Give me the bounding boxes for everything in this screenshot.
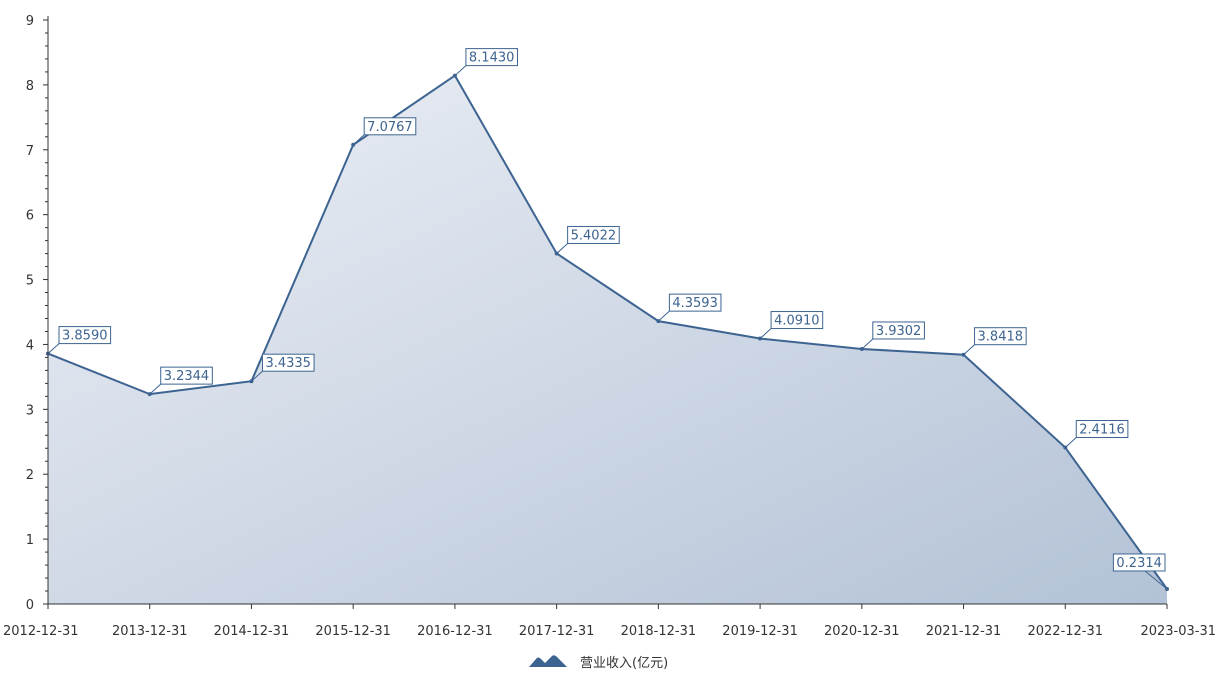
data-label-box	[872, 321, 925, 340]
y-tick-label: 1	[26, 533, 34, 548]
y-tick-label: 7	[26, 144, 34, 159]
data-label: 4.0910	[774, 314, 820, 329]
data-label-box	[261, 353, 315, 372]
data-label-leader	[251, 370, 263, 382]
data-label: 5.4022	[571, 228, 617, 243]
legend-mountain-icon	[529, 655, 567, 667]
data-label-box	[465, 48, 519, 67]
x-tick-label: 2013-12-31	[112, 624, 188, 639]
data-label-box	[1112, 553, 1166, 572]
x-tick-label: 2021-12-31	[926, 624, 1002, 639]
y-tick-label: 0	[26, 598, 34, 613]
x-tick-label: 2019-12-31	[722, 624, 798, 639]
data-label-leader	[47, 343, 60, 354]
data-label-leader	[1064, 437, 1077, 448]
data-label: 3.8590	[62, 329, 108, 344]
x-tick-label: 2017-12-31	[519, 624, 595, 639]
y-tick-label: 2	[26, 468, 34, 483]
series-line	[47, 74, 1168, 590]
data-label: 3.2344	[164, 369, 210, 384]
axis-layer: 0 1 2 3 4 5 6 7 8 9 2012-12-31 2013-12-31 2014-12-31…	[3, 14, 1216, 639]
data-label-box	[1075, 420, 1129, 439]
y-tick-label: 3	[26, 403, 34, 418]
x-tick-label: 2014-12-31	[214, 624, 290, 639]
y-tick-label: 8	[26, 79, 34, 94]
x-tick-label: 2016-12-31	[417, 624, 493, 639]
data-label-leader	[149, 383, 162, 395]
legend[interactable]: 营业收入(亿元)	[529, 655, 668, 671]
data-label-leader	[759, 328, 772, 339]
data-label: 3.9302	[876, 324, 922, 339]
x-tick-label: 2022-12-31	[1027, 624, 1103, 639]
data-label-box	[668, 293, 722, 312]
x-tick-label: 2020-12-31	[824, 624, 900, 639]
x-tick-label: 2015-12-31	[315, 624, 391, 639]
data-label: 3.8418	[978, 330, 1024, 345]
x-tick-label: 2012-12-31	[3, 624, 79, 639]
y-tick-label: 9	[26, 14, 34, 29]
legend-label: 营业收入(亿元)	[580, 656, 668, 671]
data-label-leader	[352, 134, 365, 146]
data-label: 3.4335	[265, 356, 311, 371]
data-label-leader	[556, 243, 568, 254]
data-label-leader	[1144, 570, 1168, 590]
y-tick-label: 4	[26, 338, 34, 353]
data-label-leader	[658, 310, 670, 322]
data-label-box	[160, 366, 213, 385]
x-tick-label: 2023-03-31	[1140, 624, 1216, 639]
data-label-box	[58, 326, 112, 345]
data-label-leader	[963, 344, 975, 356]
data-label: 4.3593	[672, 296, 718, 311]
data-label-leader	[454, 65, 467, 76]
x-tick-label: 2018-12-31	[621, 624, 697, 639]
data-label: 0.2314	[1116, 556, 1162, 571]
y-tick-label: 5	[26, 274, 34, 289]
data-label-box	[974, 327, 1027, 346]
data-label-box	[363, 117, 417, 136]
data-label-box	[770, 311, 824, 330]
data-label-layer: 3.8590 3.2344 3.4335 7.0767 8.1430 5.4022 4.35…	[47, 48, 1168, 590]
series-area	[48, 75, 1167, 604]
data-label: 7.0767	[367, 120, 413, 135]
data-label-box	[567, 225, 620, 244]
data-label: 8.1430	[469, 51, 514, 66]
data-label: 2.4116	[1079, 423, 1125, 438]
data-label-leader	[861, 338, 874, 350]
y-tick-label: 6	[26, 209, 34, 224]
